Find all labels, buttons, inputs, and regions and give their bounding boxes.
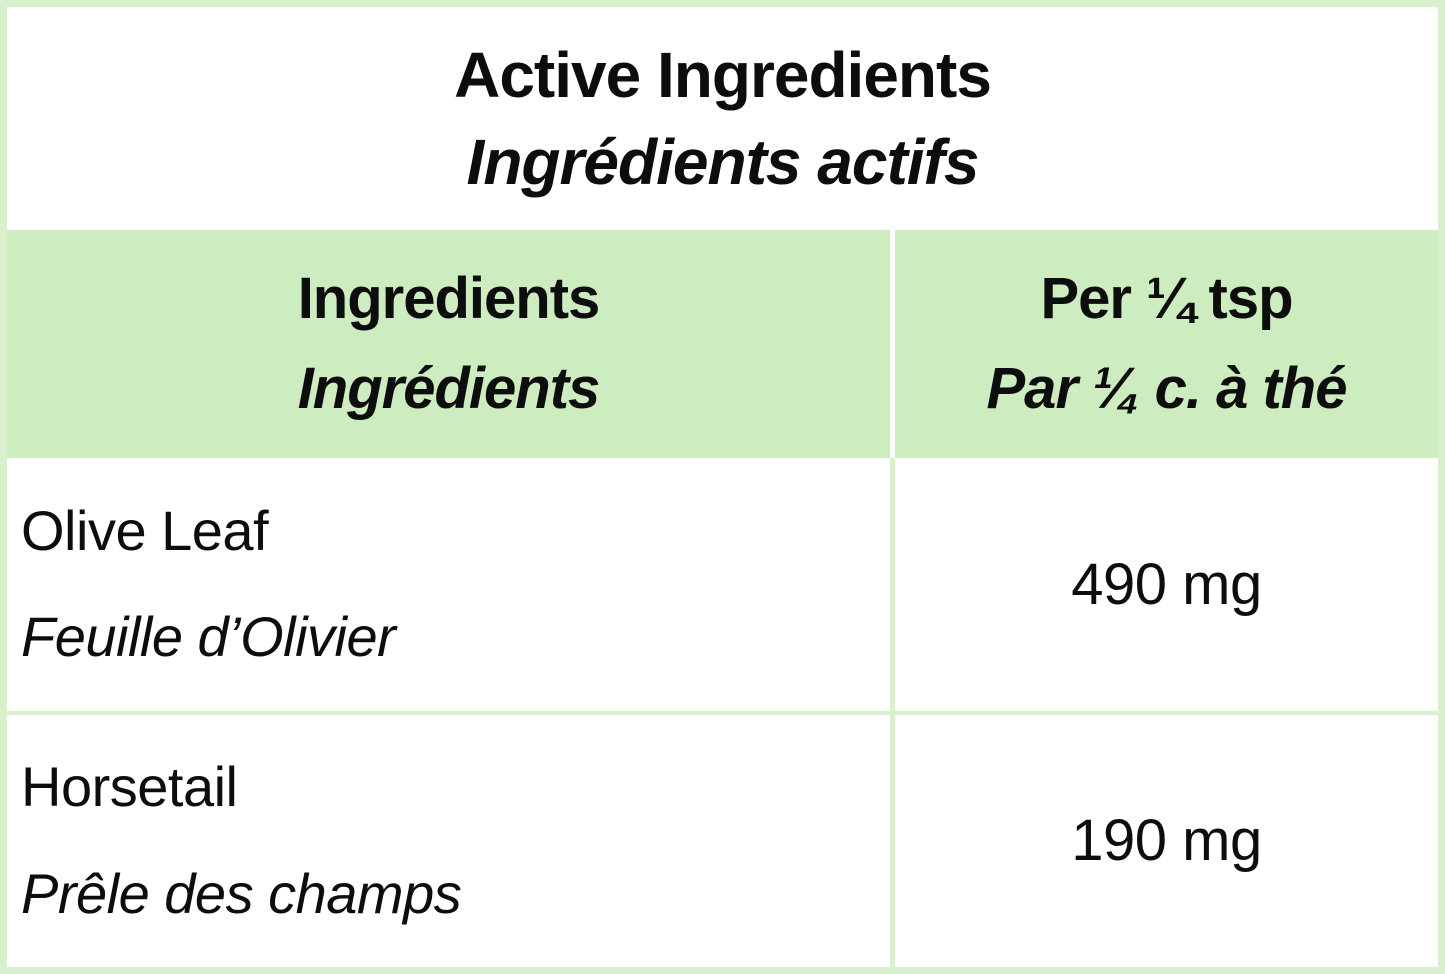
header-cell-per-serving: Per ¼ tsp Par ¼ c. à thé <box>895 230 1438 458</box>
ingredient-name-fr: Feuille d’Olivier <box>21 605 396 669</box>
table-row-horsetail: Horsetail Prêle des champs 190 mg <box>7 710 1438 968</box>
header-cell-ingredients: Ingredients Ingrédients <box>7 230 895 458</box>
title-english: Active Ingredients <box>454 39 992 112</box>
ingredient-amount-cell: 190 mg <box>895 715 1438 968</box>
ingredient-amount: 490 mg <box>1071 551 1262 617</box>
header-ingredients-en: Ingredients <box>297 266 601 332</box>
ingredient-name-cell: Horsetail Prêle des champs <box>7 714 895 967</box>
ingredient-name-en: Horsetail <box>21 755 238 819</box>
column-header-row: Ingredients Ingrédients Per ¼ tsp Par ¼ … <box>7 230 1438 458</box>
ingredient-name-cell: Olive Leaf Feuille d’Olivier <box>7 458 895 711</box>
ingredient-amount: 190 mg <box>1071 808 1262 874</box>
header-ingredients-fr: Ingrédients <box>297 356 601 421</box>
header-per-serving-fr: Par ¼ c. à thé <box>986 356 1348 421</box>
header-per-serving-en: Per ¼ tsp <box>1040 266 1293 332</box>
ingredient-name-en: Olive Leaf <box>21 498 269 562</box>
table-row-olive-leaf: Olive Leaf Feuille d’Olivier 490 mg <box>7 458 1438 711</box>
table-title: Active Ingredients Ingrédients actifs <box>7 7 1438 230</box>
ingredient-amount-cell: 490 mg <box>895 458 1438 711</box>
ingredient-name-fr: Prêle des champs <box>21 861 462 925</box>
title-french: Ingrédients actifs <box>466 125 980 198</box>
